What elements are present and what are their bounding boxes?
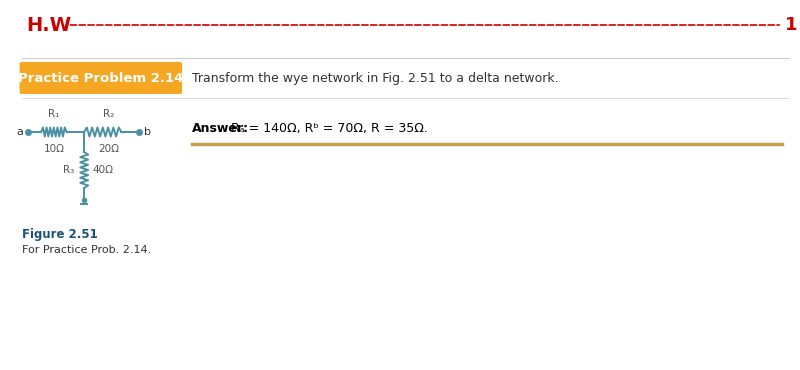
Text: Practice Problem 2.14: Practice Problem 2.14: [18, 71, 183, 84]
Text: 20Ω: 20Ω: [98, 144, 119, 154]
Text: R₃: R₃: [63, 165, 74, 175]
Text: H.W: H.W: [26, 16, 71, 34]
Text: 40Ω: 40Ω: [92, 165, 113, 175]
Text: b: b: [144, 127, 151, 137]
Text: Rₐ = 140Ω, Rᵇ = 70Ω, R⁣ = 35Ω.: Rₐ = 140Ω, Rᵇ = 70Ω, R⁣ = 35Ω.: [231, 121, 428, 135]
Text: R₂: R₂: [103, 109, 114, 119]
Text: R₁: R₁: [48, 109, 59, 119]
Text: Transform the wye network in Fig. 2.51 to a delta network.: Transform the wye network in Fig. 2.51 t…: [192, 71, 558, 84]
Text: For Practice Prob. 2.14.: For Practice Prob. 2.14.: [22, 245, 150, 255]
FancyBboxPatch shape: [19, 62, 182, 94]
Text: 10Ω: 10Ω: [43, 144, 64, 154]
Text: Figure 2.51: Figure 2.51: [22, 228, 98, 241]
Text: 1: 1: [785, 16, 798, 34]
Text: a: a: [17, 127, 23, 137]
Text: Answer:: Answer:: [192, 121, 249, 135]
